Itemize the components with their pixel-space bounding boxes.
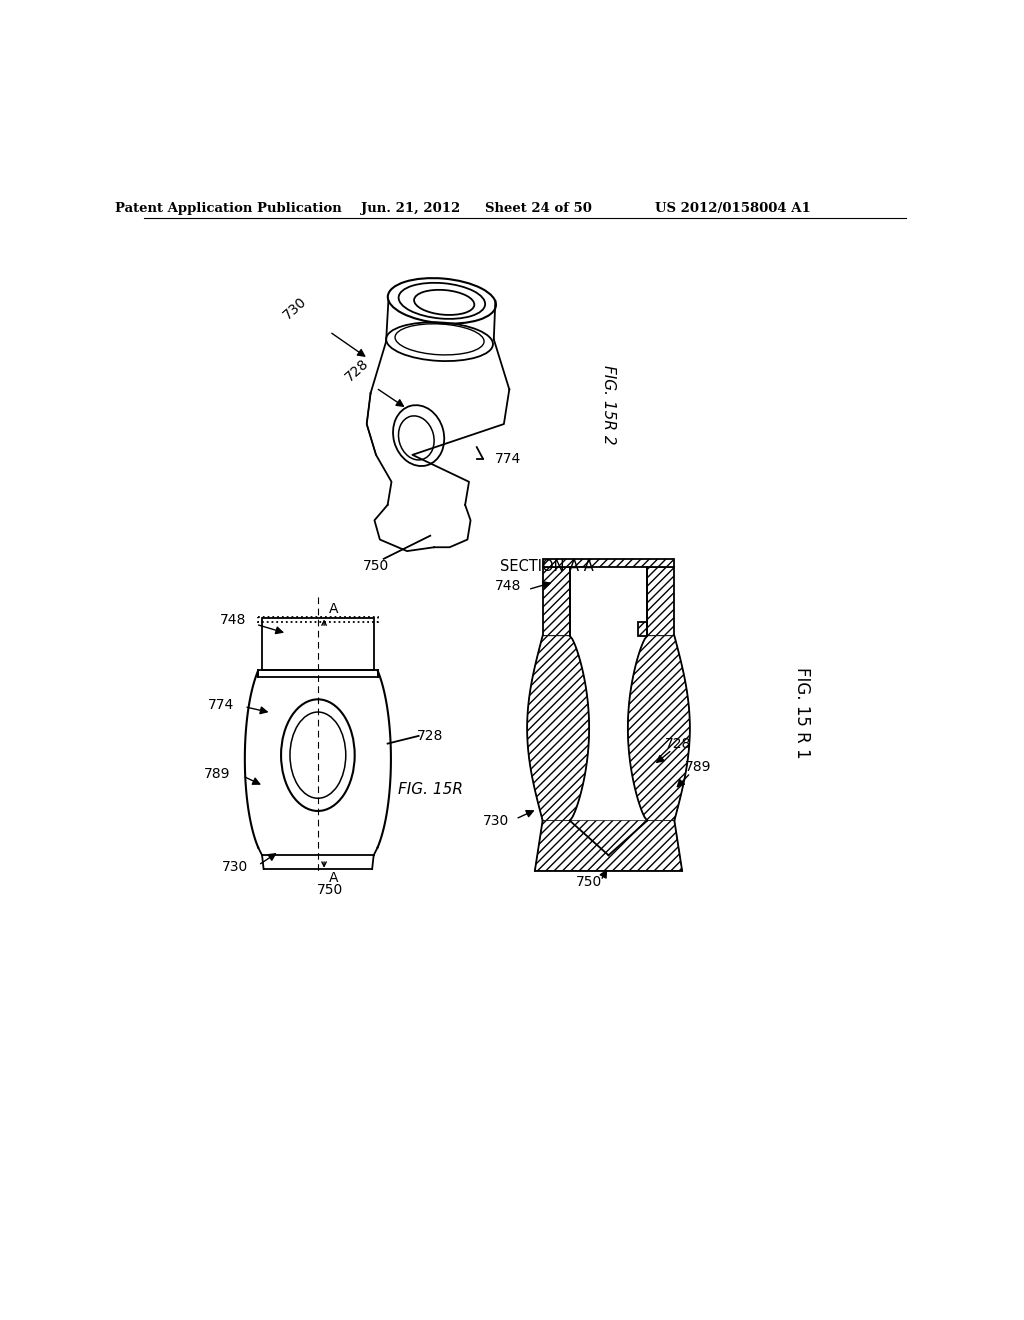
Bar <box>543 558 675 566</box>
Text: Jun. 21, 2012: Jun. 21, 2012 <box>361 202 461 215</box>
Text: 728: 728 <box>665 737 691 751</box>
Text: 774: 774 <box>208 698 234 711</box>
Text: Patent Application Publication: Patent Application Publication <box>116 202 342 215</box>
Text: 750: 750 <box>362 560 389 573</box>
Text: A: A <box>329 871 338 886</box>
Bar <box>638 622 647 636</box>
Text: US 2012/0158004 A1: US 2012/0158004 A1 <box>654 202 810 215</box>
Bar <box>258 616 378 622</box>
Text: 728: 728 <box>342 356 371 384</box>
Text: 730: 730 <box>222 859 248 874</box>
Bar <box>543 566 569 636</box>
Text: 750: 750 <box>575 875 602 890</box>
Text: FIG. 15 R 1: FIG. 15 R 1 <box>794 667 811 759</box>
Text: 789: 789 <box>684 760 711 774</box>
Bar <box>258 671 378 677</box>
Text: 789: 789 <box>204 767 230 781</box>
Polygon shape <box>535 821 682 871</box>
Text: FIG. 15R: FIG. 15R <box>397 783 463 797</box>
Text: A: A <box>329 602 338 616</box>
Text: 730: 730 <box>483 813 509 828</box>
Text: Sheet 24 of 50: Sheet 24 of 50 <box>485 202 592 215</box>
Text: 748: 748 <box>495 578 521 593</box>
Bar <box>262 618 374 671</box>
Polygon shape <box>628 636 690 821</box>
Text: 730: 730 <box>281 294 309 322</box>
Text: 750: 750 <box>316 883 343 896</box>
Bar <box>647 566 675 636</box>
Polygon shape <box>527 636 589 821</box>
Text: SECTION A-A: SECTION A-A <box>500 558 593 574</box>
Text: 728: 728 <box>417 729 443 743</box>
Text: 774: 774 <box>495 451 521 466</box>
Text: FIG. 15R 2: FIG. 15R 2 <box>601 366 616 445</box>
Text: 748: 748 <box>219 614 246 627</box>
